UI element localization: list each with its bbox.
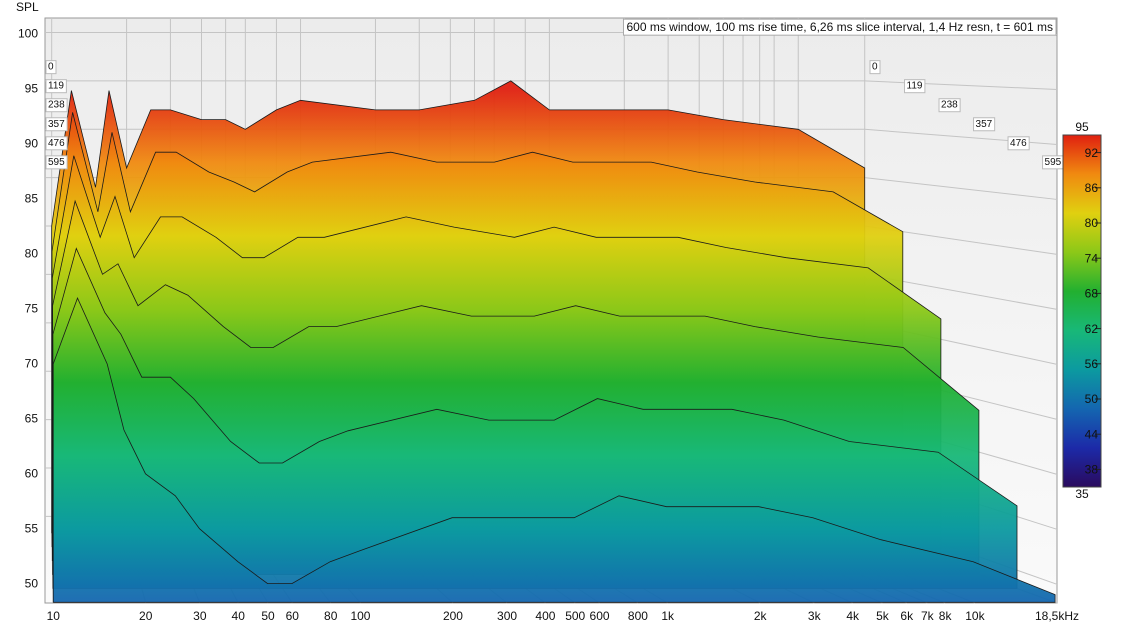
x-tick-label: 10 [47,609,61,623]
time-label: 595 [1042,155,1065,170]
x-tick-label: 4k [846,609,860,623]
x-tick-label: 7k [921,609,935,623]
waterfall-slice [52,297,1056,603]
time-label-text: 595 [1045,157,1062,168]
time-label-box [973,117,996,132]
time-label-box [45,117,68,132]
x-tick-label: 10k [965,609,985,623]
x-tick-label: 200 [443,609,463,623]
time-label-text: 238 [48,100,65,111]
x-tick-label: 600 [590,609,610,623]
x-tick-label: 1k [661,609,675,623]
x-tick-label: 6k [900,609,914,623]
x-tick-label: 80 [324,609,338,623]
colorbar-tick-label: 62 [1085,322,1099,336]
y-tick-label: 60 [25,467,39,481]
x-tick-label: 500 [565,609,585,623]
colorbar-tick-label: 80 [1085,216,1099,230]
time-label: 0 [869,60,881,75]
time-label-text: 238 [941,100,958,111]
x-tick-label: 300 [497,609,517,623]
x-tick-label: 2k [754,609,768,623]
x-tick-label: 800 [628,609,648,623]
colorbar-tick-label: 92 [1085,146,1099,160]
time-label-text: 595 [48,157,65,168]
y-tick-label: 90 [25,137,39,151]
x-tick-label: 18,5kHz [1035,609,1079,623]
time-label: 119 [45,79,67,94]
time-label: 0 [45,60,57,75]
time-label: 357 [45,117,68,132]
time-label-text: 357 [976,119,993,130]
colorbar-tick-label: 68 [1085,287,1099,301]
time-label: 476 [45,136,68,151]
time-label-text: 0 [48,62,54,73]
x-tick-label: 60 [286,609,300,623]
time-label-box [904,79,926,94]
colorbar-tick-label: 38 [1085,463,1099,477]
time-label: 476 [1007,136,1030,151]
y-tick-label: 75 [25,302,39,316]
annotation: 600 ms window, 100 ms rise time, 6,26 ms… [626,20,1053,34]
y-tick-label: 100 [18,27,38,41]
time-label: 119 [904,79,926,94]
time-label-box [45,79,67,94]
x-tick-label: 20 [139,609,153,623]
x-tick-label: 8k [939,609,953,623]
colorbar-tick-label: 86 [1085,181,1099,195]
y-tick-label: 70 [25,357,39,371]
time-label: 595 [45,155,68,170]
time-label-text: 119 [48,81,64,92]
time-label-text: 357 [48,119,65,130]
time-label-box [45,136,68,151]
x-tick-label: 50 [261,609,275,623]
y-tick-label: 85 [25,192,39,206]
colorbar-tick-label: 56 [1085,357,1099,371]
colorbar [1062,134,1102,488]
time-label-text: 476 [48,138,65,149]
annotation-box [622,18,1057,36]
y-tick-label: 80 [25,247,39,261]
x-tick-label: 100 [350,609,370,623]
grid-line [864,80,1058,90]
time-label-text: 476 [1010,138,1027,149]
time-label-text: 0 [872,62,878,73]
time-label-box [938,98,961,113]
x-tick-label: 5k [876,609,890,623]
x-tick-label: 3k [808,609,822,623]
y-tick-label: 65 [25,412,39,426]
grid-line [864,177,1058,200]
colorbar-max-label: 95 [1075,120,1089,134]
y-axis-label: SPL [16,0,39,14]
time-label-box [45,98,68,113]
colorbar-min-label: 35 [1075,487,1089,501]
y-tick-label: 55 [25,521,39,535]
colorbar-tick-label: 74 [1085,251,1099,265]
x-tick-label: 30 [193,609,207,623]
time-label-box [45,155,68,170]
time-label: 357 [973,117,996,132]
time-label-text: 119 [907,81,923,92]
time-label-box [1007,136,1030,151]
colorbar-tick-label: 44 [1085,427,1099,441]
time-label: 238 [45,98,68,113]
colorbar-tick-label: 50 [1085,392,1099,406]
time-label: 238 [938,98,961,113]
time-label-box [869,60,881,75]
waterfall-slice [52,247,1018,589]
time-label-box [45,60,57,75]
x-tick-label: 40 [232,609,246,623]
y-tick-label: 95 [25,82,39,96]
y-tick-label: 50 [25,576,39,590]
x-tick-label: 400 [535,609,555,623]
